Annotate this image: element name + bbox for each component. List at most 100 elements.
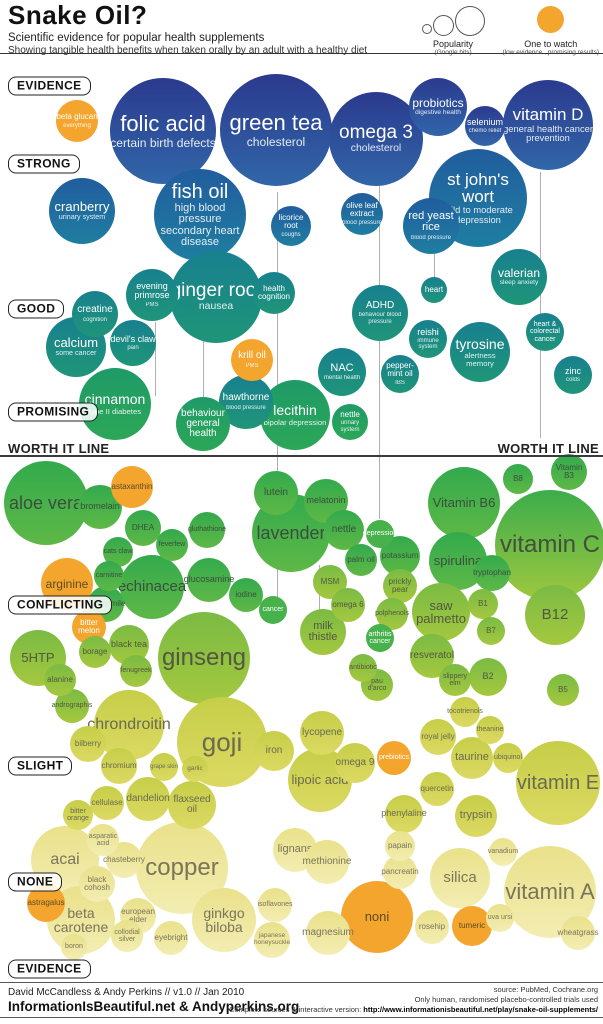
footer-divider-top xyxy=(0,982,603,983)
bubble-methionine: methionine xyxy=(303,840,351,884)
bubble-wheatgrass: wheatgrass xyxy=(558,916,598,950)
bubble-label: evening primrose xyxy=(134,281,170,301)
bubble-sublabel: certain birth defects xyxy=(110,135,216,150)
bubble-label: spirulina xyxy=(433,553,483,569)
bubble-b1: B1 xyxy=(468,589,498,619)
legend-one-to-watch: One to watch (low evidence , promising r… xyxy=(503,6,599,56)
bubble-label: grape skin xyxy=(150,763,178,770)
bubble-label: borage xyxy=(82,646,108,656)
bubble-label: astragalus xyxy=(27,897,65,907)
bubble-ubiquinol: ubiquinol xyxy=(493,743,523,773)
popularity-label: Popularity xyxy=(433,39,474,49)
bubble-sublabel: urinary system xyxy=(58,213,106,222)
bubble-tyrosine: tyrosine alertness memory xyxy=(450,322,510,382)
bubble-collodial-silver: collodial silver xyxy=(111,920,143,952)
bubble-label: wheatgrass xyxy=(557,927,599,937)
bubble-nettle: nettle xyxy=(324,510,364,550)
bubble-label: omega 6 xyxy=(332,599,364,609)
bubble-label: uva ursi xyxy=(487,914,513,922)
source-line-2: Only human, randomised placebo-controlle… xyxy=(414,994,598,1004)
interactive-version-url[interactable]: http://www.informationisbeautiful.net/pl… xyxy=(363,1004,598,1014)
bubble-sublabel: IBS xyxy=(395,379,405,386)
bubble-label: garlic xyxy=(187,764,203,772)
bubble-cellulase: cellulase xyxy=(90,786,124,820)
bubble-label: isoflavones xyxy=(257,901,293,909)
bubble-label: bilberry xyxy=(74,738,102,748)
bubble-dhea: DHEA xyxy=(125,510,161,546)
small-circle-icon xyxy=(421,24,432,34)
bubble-label: MSM xyxy=(320,576,340,586)
band-label-none: NONE xyxy=(8,872,63,892)
bubble-label: andrographis xyxy=(51,702,93,710)
bubble-depression: depression xyxy=(362,520,398,548)
bubble-adhd: ADHD behaviour blood pressure xyxy=(352,285,408,341)
bubble-label: beta carotene xyxy=(53,904,109,935)
bubble-sublabel: general health cancer prevention xyxy=(503,123,593,144)
bubble-label: astaxanthin xyxy=(111,481,153,491)
bubble-lycopene: lycopene xyxy=(300,711,344,755)
bubble-label: cancer xyxy=(262,606,284,614)
bubble-sublabel: mild to moderate depression xyxy=(443,205,513,225)
bubble-sublabel: immune system xyxy=(417,337,439,351)
bubble-sublabel: cognition xyxy=(82,316,108,323)
bubble-glucosamine: glucosamine xyxy=(184,558,234,602)
bubble-label: probiotics xyxy=(412,96,464,111)
bubble-label: chrondroitin xyxy=(87,715,171,733)
bubble-label: gluthathione xyxy=(187,526,227,534)
bubble-phenylaline: phenylaline xyxy=(381,795,427,833)
bubble-label: phenylaline xyxy=(381,808,427,819)
bubble-red-yeast-rice: red yeast rice blood pressure xyxy=(403,198,459,254)
bubble-label: hawthorne xyxy=(222,392,270,404)
bubble-label: B8 xyxy=(513,473,523,483)
footer-sites: InformationIsBeautiful.net & Andyperkins… xyxy=(8,999,300,1014)
band-label-evidence: EVIDENCE xyxy=(8,959,91,979)
bubble-ginkgo-biloba: ginkgo biloba xyxy=(192,888,256,952)
bubble-astaxanthin: astaxanthin xyxy=(111,466,153,508)
bubble-label: tumeric xyxy=(458,920,486,930)
worth-it-line-label-right: WORTH IT LINE xyxy=(497,441,599,456)
bubble-japanese-honeysuckle: japanese honeysuckle xyxy=(254,922,290,958)
bubble-sublabel: nausea xyxy=(198,300,234,312)
watch-sublabel: (low evidence , promising results) xyxy=(502,49,599,56)
bubble-asparatic-acid: asparatic acid xyxy=(87,824,119,856)
bubble-probiotics: probiotics digestive health xyxy=(409,78,467,136)
bubble-label: silica xyxy=(443,869,477,887)
bubble-dandelion: dandelion xyxy=(126,777,170,821)
bubble-label: licorice root xyxy=(278,213,304,231)
page-subtitle-2: Showing tangible health benefits when ta… xyxy=(8,45,368,56)
connector-line xyxy=(540,172,541,438)
bubble-label: fish oil xyxy=(171,180,229,203)
band-label-good: GOOD xyxy=(8,299,65,319)
bubble-label: boron xyxy=(65,943,83,951)
bubble-label: dandelion xyxy=(126,792,170,804)
bubble-saw-palmetto: saw palmetto xyxy=(412,583,470,641)
bubble-folic-acid: folic acid certain birth defects xyxy=(110,78,216,184)
bubble-label: calcium xyxy=(53,335,99,351)
bubble-palm-oil: palm oil xyxy=(345,544,377,576)
bubble-label: st john's wort xyxy=(447,169,509,206)
bubble-lecithin: lecithin bipolar depression xyxy=(260,380,330,450)
bubble-vitamin-e: vitamin E xyxy=(516,741,600,825)
bubble-taurine: taurine xyxy=(451,737,493,779)
bubble-olive-leaf-extract: olive leaf extract blood pressure xyxy=(341,193,383,235)
bubble-label: depression xyxy=(362,530,398,538)
bubble-papain: papain xyxy=(385,831,415,861)
bubble-sublabel: alertness memory xyxy=(464,350,496,368)
bubble-label: royal jelly xyxy=(421,731,455,741)
bubble-theanine: theanine xyxy=(476,716,504,744)
orange-circle-icon xyxy=(537,6,565,33)
bubble-gluthathione: gluthathione xyxy=(187,512,227,548)
bubble-b8: B8 xyxy=(503,464,533,494)
bubble-antibiotic: antibiotic xyxy=(349,654,377,682)
bubble-label: ginseng xyxy=(161,643,247,671)
bubble-fenugreek: fenugreek xyxy=(120,655,152,687)
bubble-label: arthritis cancer xyxy=(368,630,392,645)
bubble-label: copper xyxy=(145,853,219,881)
bubble-label: slippery elm xyxy=(442,672,468,687)
large-circle-icon xyxy=(454,6,485,36)
bubble-prebiotics: prebiotics xyxy=(377,741,411,775)
bubble-label: flaxseed oil xyxy=(173,793,211,815)
page-title: Snake Oil? xyxy=(8,0,148,30)
bubble-quercetin: quercetin xyxy=(420,772,454,806)
